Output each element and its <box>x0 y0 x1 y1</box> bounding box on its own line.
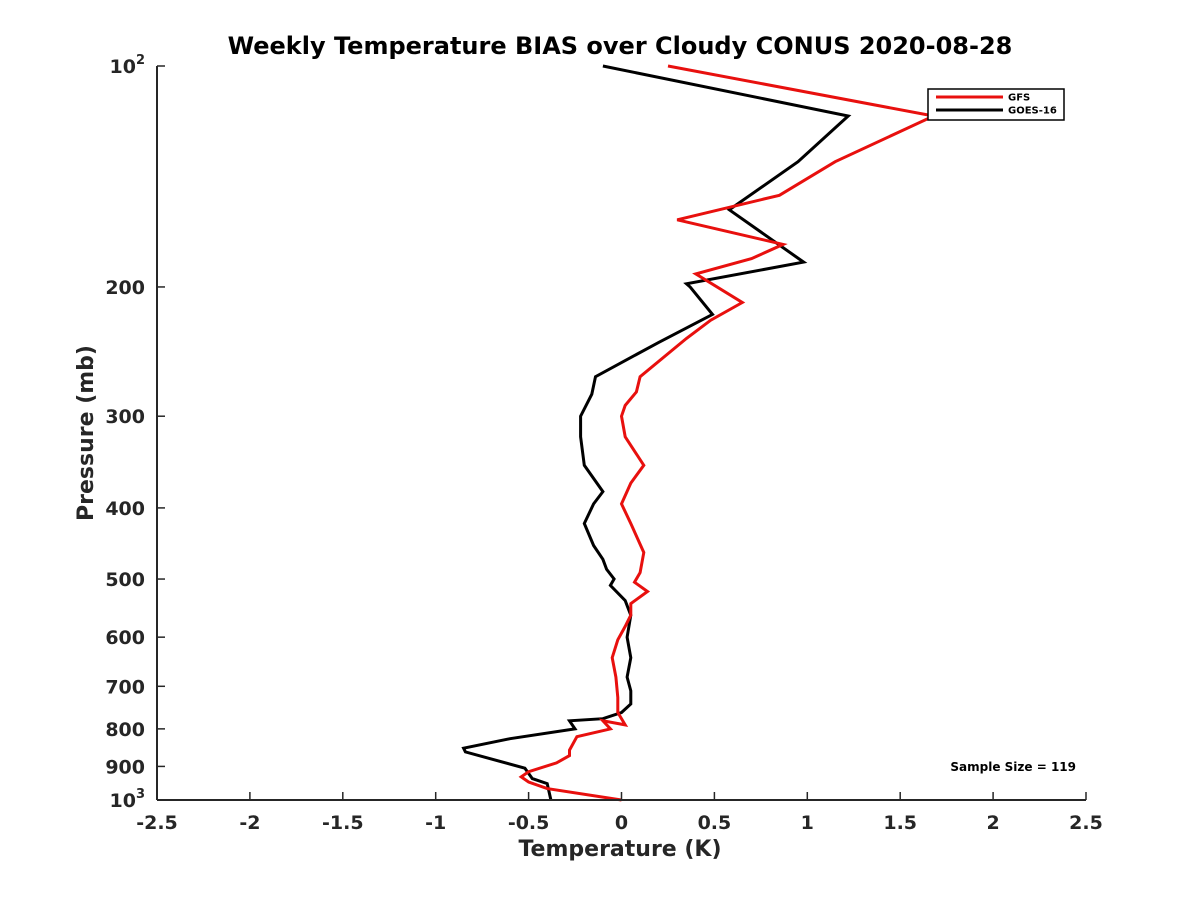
x-tick-label: 0.5 <box>698 812 732 834</box>
y-tick-label: 400 <box>105 498 145 520</box>
x-tick-label: -1.5 <box>322 812 364 834</box>
sample-size-annotation: Sample Size = 119 <box>950 760 1076 774</box>
y-tick-label: 900 <box>105 756 145 778</box>
x-tick-label: -2.5 <box>136 812 178 834</box>
series-layer <box>461 64 939 802</box>
axes-layer <box>156 66 1086 801</box>
legend-label: GOES-16 <box>1008 106 1057 117</box>
series-line-gfs <box>518 64 939 802</box>
x-tick-label: 1 <box>801 812 814 834</box>
x-tick-label: -1 <box>425 812 446 834</box>
x-tick-label: 0 <box>615 812 628 834</box>
x-axis-label: Temperature (K) <box>518 837 721 862</box>
chart-title: Weekly Temperature BIAS over Cloudy CONU… <box>228 32 1013 60</box>
y-tick-label: 700 <box>105 676 145 698</box>
y-tick-label: 500 <box>105 569 145 591</box>
y-tick-label: 200 <box>105 277 145 299</box>
legend: GFS GOES-16 <box>927 88 1065 121</box>
y-tick-label: 600 <box>105 627 145 649</box>
y-tick-label: 800 <box>105 719 145 741</box>
x-tick-label: -0.5 <box>508 812 550 834</box>
x-tick-label: 2.5 <box>1069 812 1103 834</box>
y-tick-label: 103 <box>110 787 146 812</box>
legend-label: GFS <box>1008 93 1030 104</box>
y-tick-label: 102 <box>110 53 146 78</box>
y-tick-label: 300 <box>105 406 145 428</box>
x-tick-label: 2 <box>986 812 999 834</box>
x-tick-label: -2 <box>239 812 260 834</box>
ticks-layer: -2.5 -2 -1.5 -1 -0.5 0 0.5 1 1.5 2 2.5 102 200 300 400… <box>105 53 1103 834</box>
legend-box <box>927 88 1065 121</box>
x-tick-label: 1.5 <box>883 812 917 834</box>
series-line-goes-16 <box>461 64 852 801</box>
y-axis-label: Pressure (mb) <box>74 345 99 521</box>
